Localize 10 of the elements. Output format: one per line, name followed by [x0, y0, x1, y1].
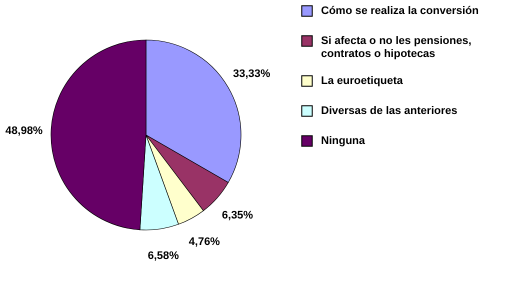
legend-label: Si afecta o no les pensiones, contratos o hipotecas [321, 35, 472, 60]
data-label: 6,58% [148, 250, 180, 262]
legend-label: Cómo se realiza la conversión [321, 5, 480, 17]
data-label: 4,76% [188, 236, 220, 248]
data-label: 48,98% [5, 125, 43, 138]
legend-label: Ninguna [321, 135, 366, 147]
legend-label: La euroetiqueta [321, 75, 404, 87]
data-label: 6,35% [222, 210, 254, 222]
data-label: 33,33% [232, 68, 271, 80]
legend-label: Diversas de las anteriores [321, 105, 458, 117]
